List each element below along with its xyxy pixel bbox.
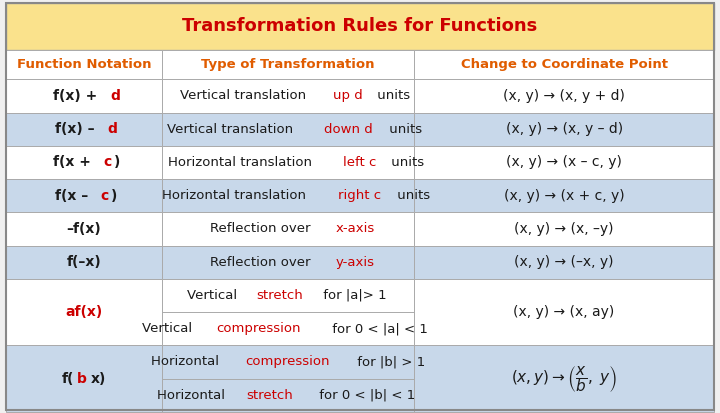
Text: (x, y) → (x – c, y): (x, y) → (x – c, y) xyxy=(506,155,622,169)
Text: (x, y) → (x, y – d): (x, y) → (x, y – d) xyxy=(505,122,623,136)
Bar xyxy=(162,79,414,112)
Text: Vertical: Vertical xyxy=(142,322,197,335)
Text: units: units xyxy=(373,90,410,102)
Text: units: units xyxy=(387,156,424,169)
Text: –f(x): –f(x) xyxy=(66,222,102,236)
Bar xyxy=(6,245,162,279)
Bar xyxy=(6,179,162,212)
Text: f(x) –: f(x) – xyxy=(55,122,100,136)
Text: (x, y) → (x, –y): (x, y) → (x, –y) xyxy=(514,222,614,236)
Text: right c: right c xyxy=(338,189,382,202)
Bar xyxy=(162,245,414,279)
Text: x): x) xyxy=(91,372,106,385)
Text: Horizontal translation: Horizontal translation xyxy=(162,189,310,202)
Text: d: d xyxy=(108,122,117,136)
Bar xyxy=(6,79,162,112)
Text: f(–x): f(–x) xyxy=(66,255,102,269)
Text: $(x, y)\rightarrow\left(\dfrac{x}{b},\ y\right)$: $(x, y)\rightarrow\left(\dfrac{x}{b},\ y… xyxy=(511,363,617,394)
Text: for |a|> 1: for |a|> 1 xyxy=(320,289,387,302)
Bar xyxy=(414,112,714,146)
Text: x-axis: x-axis xyxy=(336,223,375,235)
Bar xyxy=(162,146,414,179)
Text: d: d xyxy=(111,89,120,103)
Bar xyxy=(6,212,162,245)
Text: c: c xyxy=(103,155,112,169)
Text: Transformation Rules for Functions: Transformation Rules for Functions xyxy=(182,17,538,36)
Text: Horizontal: Horizontal xyxy=(157,389,229,401)
Text: (x, y) → (x, ay): (x, y) → (x, ay) xyxy=(513,305,615,319)
Bar xyxy=(414,345,714,412)
Bar xyxy=(6,112,162,146)
Text: for |b| > 1: for |b| > 1 xyxy=(353,356,426,368)
Bar xyxy=(162,112,414,146)
Bar xyxy=(414,179,714,212)
Bar xyxy=(414,146,714,179)
Text: down d: down d xyxy=(324,123,372,135)
Text: compression: compression xyxy=(246,356,330,368)
Text: f(x –: f(x – xyxy=(55,189,94,203)
Bar xyxy=(6,345,162,412)
Text: for 0 < |a| < 1: for 0 < |a| < 1 xyxy=(328,322,428,335)
Text: for 0 < |b| < 1: for 0 < |b| < 1 xyxy=(315,389,415,401)
Text: Horizontal: Horizontal xyxy=(150,356,223,368)
Bar xyxy=(414,212,714,245)
Text: f(x +: f(x + xyxy=(53,155,96,169)
Text: Change to Coordinate Point: Change to Coordinate Point xyxy=(461,58,667,71)
Text: Reflection over: Reflection over xyxy=(210,223,315,235)
Text: f(: f( xyxy=(61,372,73,385)
Text: up d: up d xyxy=(333,90,363,102)
Text: Function Notation: Function Notation xyxy=(17,58,151,71)
Text: (x, y) → (x, y + d): (x, y) → (x, y + d) xyxy=(503,89,625,103)
Text: Vertical translation: Vertical translation xyxy=(180,90,310,102)
Text: Horizontal translation: Horizontal translation xyxy=(168,156,317,169)
Bar xyxy=(414,50,714,79)
Text: left c: left c xyxy=(343,156,377,169)
Bar xyxy=(162,179,414,212)
Text: Vertical translation: Vertical translation xyxy=(168,123,298,135)
Bar xyxy=(6,3,714,50)
Text: c: c xyxy=(100,189,109,203)
Bar xyxy=(414,279,714,345)
Text: Reflection over: Reflection over xyxy=(210,256,315,268)
Text: y-axis: y-axis xyxy=(336,256,375,268)
Text: af(x): af(x) xyxy=(66,305,102,319)
Text: stretch: stretch xyxy=(256,289,303,302)
Text: units: units xyxy=(385,123,422,135)
Bar xyxy=(162,50,414,79)
Text: ): ) xyxy=(114,155,120,169)
Bar xyxy=(6,146,162,179)
Text: Vertical: Vertical xyxy=(187,289,241,302)
Text: Type of Transformation: Type of Transformation xyxy=(202,58,374,71)
Text: f(x) +: f(x) + xyxy=(53,89,102,103)
Bar xyxy=(162,279,414,345)
Text: stretch: stretch xyxy=(246,389,293,401)
Bar xyxy=(162,345,414,412)
Bar xyxy=(414,79,714,112)
Bar xyxy=(162,212,414,245)
Text: (x, y) → (x + c, y): (x, y) → (x + c, y) xyxy=(504,189,624,203)
Text: ): ) xyxy=(111,189,117,203)
Text: compression: compression xyxy=(217,322,301,335)
Bar xyxy=(6,279,162,345)
Text: units: units xyxy=(393,189,430,202)
Text: (x, y) → (–x, y): (x, y) → (–x, y) xyxy=(514,255,614,269)
Text: b: b xyxy=(77,372,87,385)
Bar xyxy=(6,50,162,79)
Bar xyxy=(414,245,714,279)
